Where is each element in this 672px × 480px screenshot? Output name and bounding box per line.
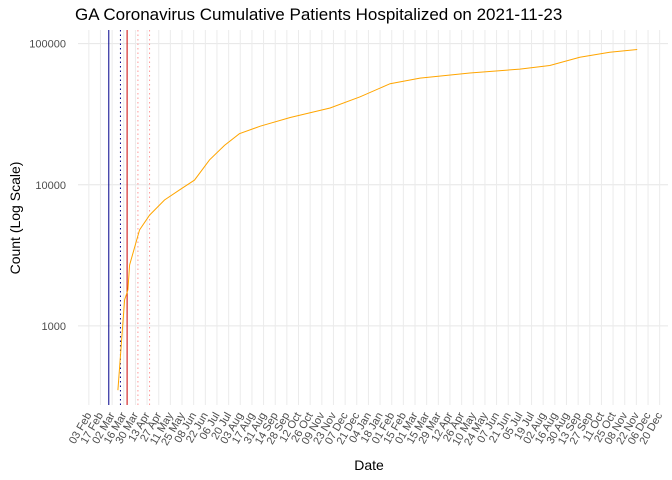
y-axis-label: Count (Log Scale) (7, 162, 23, 275)
data-line (117, 49, 638, 391)
chart-title: GA Coronavirus Cumulative Patients Hospi… (75, 5, 562, 24)
y-tick-label: 1000 (42, 321, 66, 333)
y-tick-label: 100000 (29, 39, 66, 51)
plot-area (108, 30, 638, 405)
y-tick-label: 10000 (35, 180, 66, 192)
x-axis-label: Date (354, 457, 384, 473)
grid (78, 30, 668, 405)
